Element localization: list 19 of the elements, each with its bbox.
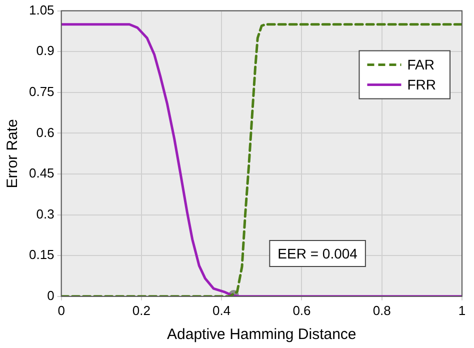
y-tick-label: 0.45 <box>28 166 54 181</box>
x-tick-label: 0.4 <box>212 302 231 318</box>
y-tick-label: 0.15 <box>28 247 54 262</box>
y-axis-title: Error Rate <box>4 119 22 188</box>
x-tick-label: 0.6 <box>292 302 311 318</box>
x-tick-label: 0.2 <box>132 302 150 318</box>
y-tick-label: 0.75 <box>28 84 54 99</box>
legend-label: FAR <box>407 56 434 73</box>
y-tick-label: 0.6 <box>36 124 54 140</box>
x-tick-label: 0 <box>58 302 65 318</box>
x-axis-title: Adaptive Hamming Distance <box>167 326 356 344</box>
annotation: EER = 0.004 <box>278 245 358 262</box>
y-tick-label: 0 <box>47 288 54 303</box>
y-tick-label: 0.3 <box>36 206 54 222</box>
y-tick-label: 0.9 <box>36 43 54 58</box>
x-tick-label: 0.8 <box>372 302 391 318</box>
x-tick-label: 1 <box>458 302 466 318</box>
legend-label: FRR <box>407 76 436 93</box>
y-tick-label: 1.05 <box>28 2 54 18</box>
